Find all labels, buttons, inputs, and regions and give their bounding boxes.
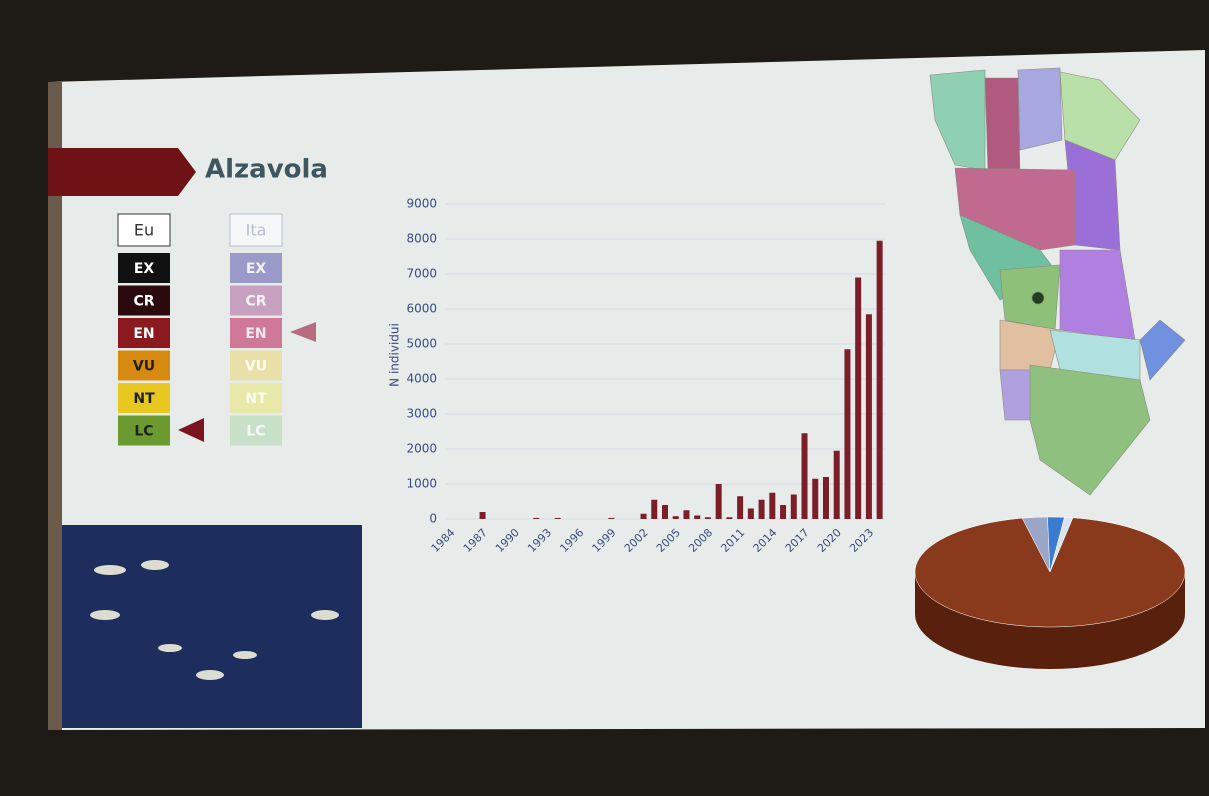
ita-level-label: LC — [246, 424, 265, 440]
ita-level — [230, 318, 282, 348]
ita-level — [230, 285, 282, 316]
bar — [554, 517, 561, 519]
pie-slice — [914, 517, 1186, 628]
y-tick-label: 9000 — [406, 197, 437, 211]
bar — [704, 517, 711, 519]
eu-box — [117, 213, 171, 247]
y-tick-label: 5000 — [406, 337, 437, 351]
bar — [790, 494, 797, 519]
bar — [533, 517, 540, 519]
eu-level-label: VU — [133, 359, 155, 375]
ita-level — [230, 383, 282, 413]
eu-level-label: NT — [133, 391, 155, 407]
bar — [801, 433, 808, 519]
bar — [662, 505, 668, 519]
bar — [822, 477, 829, 519]
bar — [812, 478, 819, 519]
y-axis-title: N individui — [388, 323, 402, 387]
bar — [758, 499, 765, 519]
ita-level-label: EX — [246, 261, 267, 277]
eu-label: Eu — [134, 221, 154, 240]
slide-title: Alzavola — [205, 155, 328, 185]
y-tick-label: 1000 — [406, 477, 437, 491]
bar — [683, 510, 690, 519]
bar — [726, 517, 733, 519]
ita-level-label: EN — [245, 326, 266, 342]
birds — [90, 560, 339, 680]
bar — [737, 496, 744, 519]
pie-side — [915, 572, 1185, 669]
pie-slice — [1049, 517, 1074, 573]
y-tick-label: 2000 — [406, 442, 437, 456]
y-tick-label: 3000 — [406, 407, 437, 421]
ita-level-label: NT — [245, 391, 267, 407]
ita-level — [230, 253, 282, 283]
bar — [833, 450, 840, 519]
bar — [769, 492, 776, 519]
eu-level-label: EX — [134, 261, 155, 277]
eu-level — [118, 415, 170, 446]
eu-level-label: CR — [133, 294, 154, 310]
eu-level-label: EN — [133, 326, 154, 342]
bar — [479, 512, 486, 519]
bar — [672, 516, 679, 519]
bar — [747, 508, 754, 519]
bar — [608, 517, 615, 519]
title-banner — [48, 148, 196, 196]
ita-level-label: VU — [245, 359, 267, 375]
ita-label: Ita — [246, 221, 267, 240]
map — [929, 67, 1186, 496]
bar — [876, 240, 883, 519]
eu-level — [118, 285, 170, 316]
y-tick-label: 4000 — [406, 372, 437, 386]
eu-level — [118, 350, 170, 381]
eu-level — [118, 253, 170, 283]
y-tick-label: 0 — [429, 512, 437, 526]
eu-level — [118, 383, 170, 413]
bar — [865, 314, 872, 519]
eu-level — [118, 318, 170, 348]
ita-arrow — [290, 322, 316, 342]
bar — [780, 505, 787, 519]
ita-level — [230, 350, 282, 381]
bar — [694, 515, 701, 519]
bar — [715, 484, 722, 519]
ita-level-label: CR — [245, 294, 266, 310]
bar — [640, 513, 647, 519]
bird-photo — [62, 525, 362, 728]
bar — [855, 277, 862, 519]
slide-edge — [48, 82, 62, 730]
bar — [844, 349, 851, 519]
eu-arrow — [178, 418, 204, 442]
y-tick-label: 7000 — [406, 267, 437, 281]
eu-level-label: LC — [134, 424, 153, 440]
ita-box — [229, 213, 283, 247]
y-tick-label: 8000 — [406, 232, 437, 246]
pie-chart — [914, 516, 1186, 669]
y-tick-label: 6000 — [406, 302, 437, 316]
bar — [651, 499, 658, 519]
ita-level — [230, 415, 282, 446]
